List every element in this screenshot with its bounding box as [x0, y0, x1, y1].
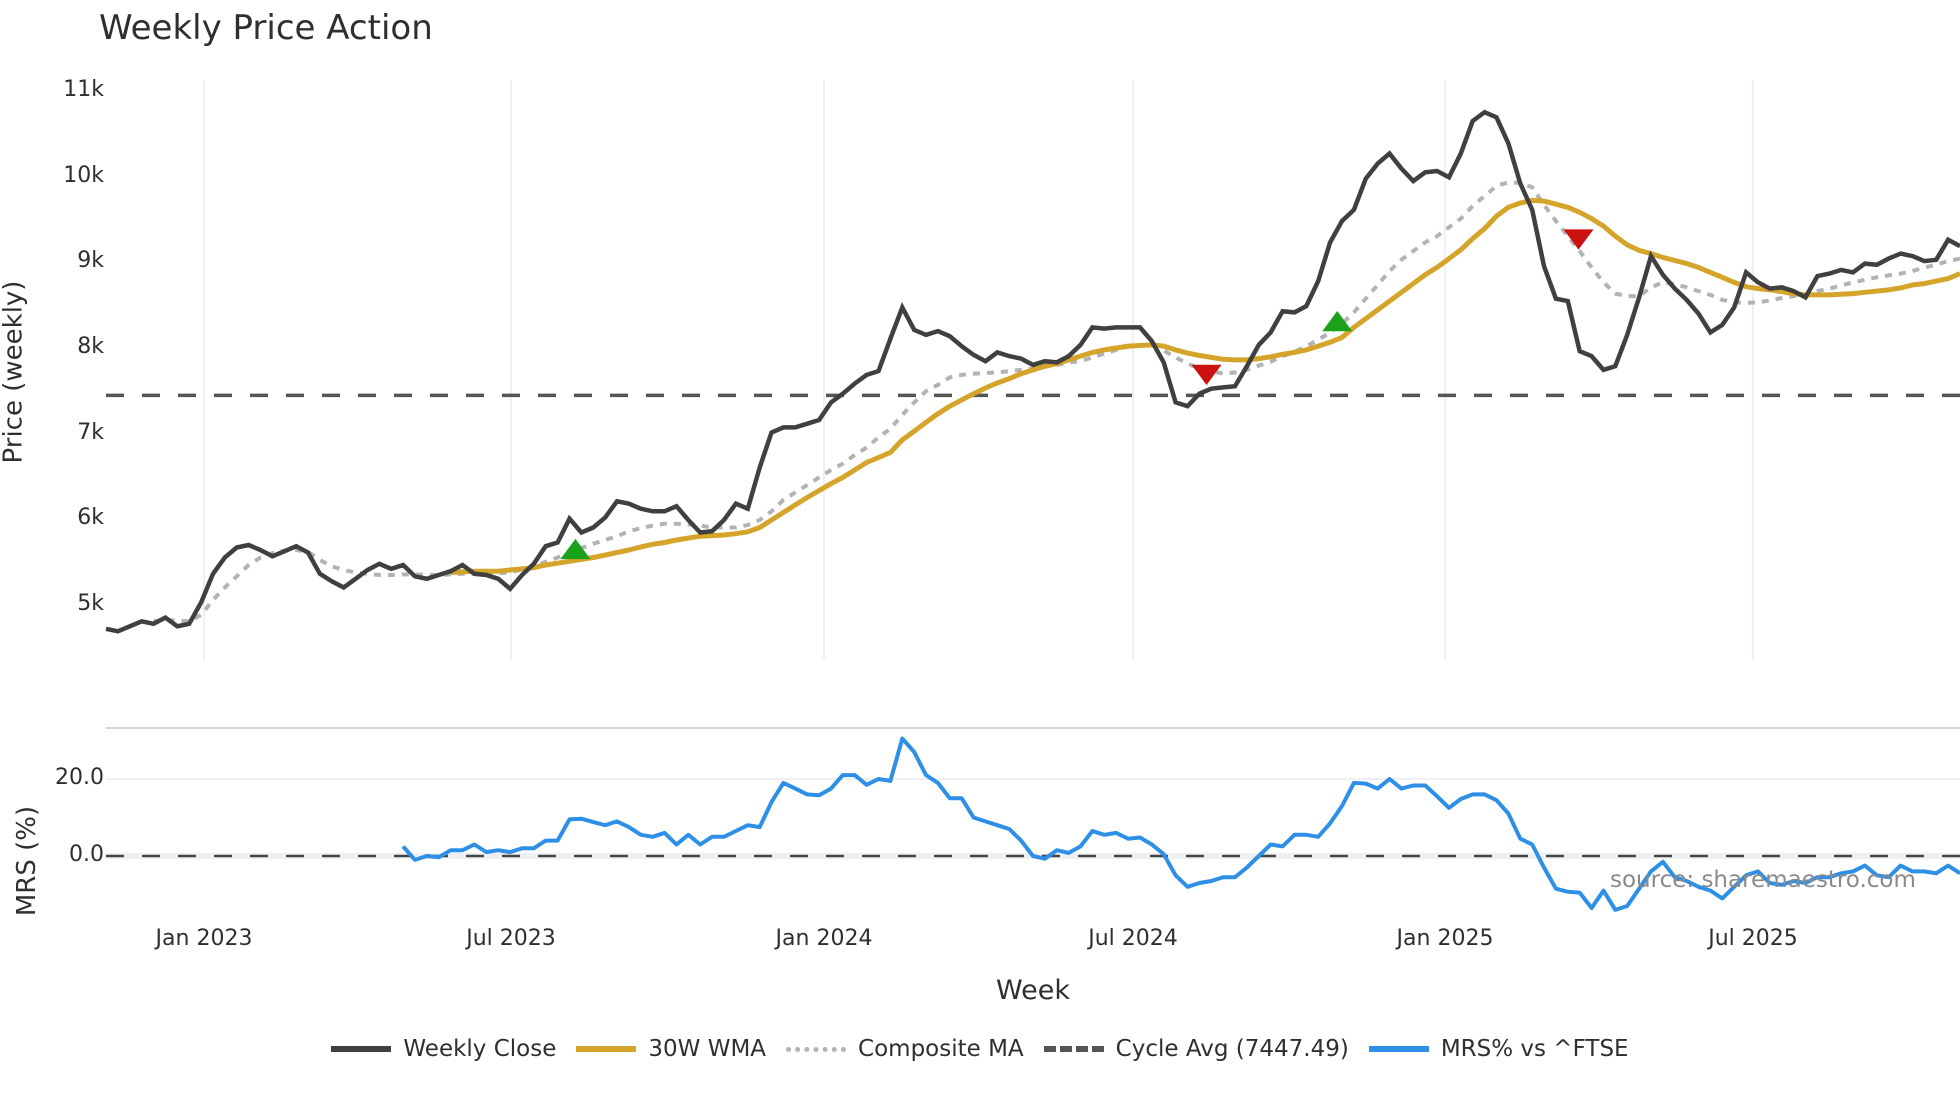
sell-signal-marker-icon	[1564, 229, 1594, 249]
legend-label: Weekly Close	[403, 1036, 556, 1062]
buy-signal-marker-icon	[1322, 311, 1352, 331]
x-tick-label: Jul 2024	[1043, 926, 1223, 951]
price-y-tick: 5k	[34, 591, 104, 616]
legend-swatch-icon	[576, 1046, 636, 1052]
legend-label: MRS% vs ^FTSE	[1441, 1036, 1629, 1062]
sell-signal-marker-icon	[1192, 365, 1222, 385]
legend-item[interactable]: Cycle Avg (7447.49)	[1044, 1036, 1349, 1062]
x-tick-label: Jan 2025	[1355, 926, 1535, 951]
x-tick-label: Jan 2023	[114, 926, 294, 951]
price-y-axis-label: Price (weekly)	[0, 281, 28, 464]
price-y-tick: 7k	[34, 420, 104, 445]
legend-item[interactable]: 30W WMA	[576, 1036, 766, 1062]
wma-30w-line	[451, 200, 1960, 572]
price-y-tick: 10k	[34, 163, 104, 188]
buy-signal-marker-icon	[560, 539, 590, 559]
price-y-tick: 8k	[34, 334, 104, 359]
x-tick-label: Jul 2025	[1663, 926, 1843, 951]
x-axis-label: Week	[960, 975, 1106, 1006]
price-y-tick: 11k	[34, 77, 104, 102]
legend-swatch-icon	[1044, 1046, 1104, 1052]
source-annotation: source: sharemaestro.com	[1610, 867, 1916, 893]
legend-item[interactable]: Composite MA	[786, 1036, 1024, 1062]
legend-label: 30W WMA	[648, 1036, 766, 1062]
price-y-tick: 6k	[34, 505, 104, 530]
mrs-y-tick: 20.0	[34, 765, 104, 790]
legend-swatch-icon	[786, 1047, 846, 1052]
mrs-y-tick: 0.0	[34, 842, 104, 867]
legend: Weekly Close 30W WMA Composite MA Cycle Avg…	[0, 1036, 1960, 1062]
legend-item[interactable]: MRS% vs ^FTSE	[1369, 1036, 1629, 1062]
mrs-y-axis-label: MRS (%)	[12, 806, 42, 916]
x-tick-label: Jul 2023	[421, 926, 601, 951]
mrs-gridlines	[106, 779, 1960, 856]
x-tick-label: Jan 2024	[734, 926, 914, 951]
composite-ma-line	[154, 182, 1960, 621]
legend-label: Composite MA	[858, 1036, 1024, 1062]
legend-swatch-icon	[331, 1046, 391, 1052]
legend-item[interactable]: Weekly Close	[331, 1036, 556, 1062]
legend-swatch-icon	[1369, 1046, 1429, 1052]
price-y-tick: 9k	[34, 248, 104, 273]
legend-label: Cycle Avg (7447.49)	[1116, 1036, 1349, 1062]
